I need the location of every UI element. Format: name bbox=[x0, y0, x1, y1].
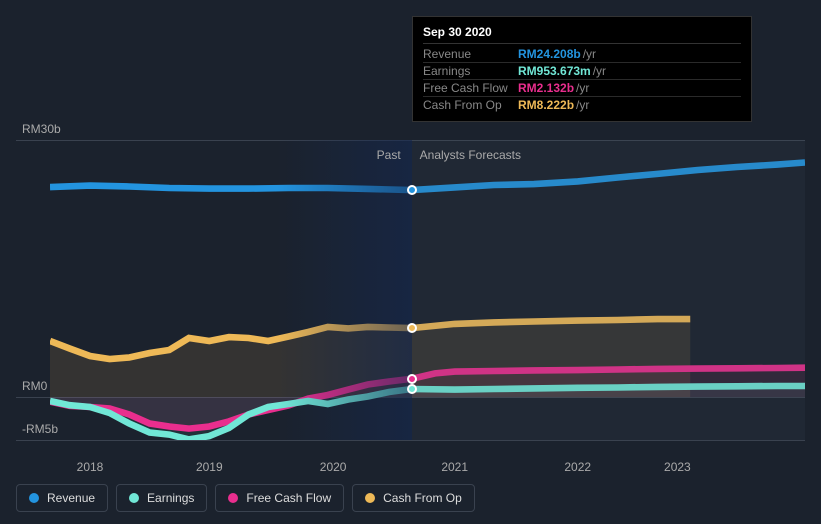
legend-label: Revenue bbox=[47, 491, 95, 505]
tooltip-row-value: RM24.208b bbox=[518, 47, 581, 61]
forecast-region-shade bbox=[412, 140, 805, 440]
tooltip-row-unit: /yr bbox=[576, 98, 589, 112]
chart-tooltip: Sep 30 2020 RevenueRM24.208b/yrEarningsR… bbox=[412, 16, 752, 122]
x-axis-tick-label: 2023 bbox=[664, 460, 691, 474]
y-axis-tick-label: RM0 bbox=[22, 379, 47, 393]
past-label: Past bbox=[377, 148, 401, 162]
x-axis-tick-label: 2021 bbox=[441, 460, 468, 474]
x-axis-tick-label: 2020 bbox=[320, 460, 347, 474]
chart-plot-area: Past Analysts Forecasts bbox=[50, 140, 805, 440]
x-axis-tick-label: 2018 bbox=[77, 460, 104, 474]
series-marker-cashfromop bbox=[407, 323, 417, 333]
tooltip-row: EarningsRM953.673m/yr bbox=[423, 63, 741, 80]
past-region-shade bbox=[277, 140, 412, 440]
tooltip-row-value: RM8.222b bbox=[518, 98, 574, 112]
legend-swatch-revenue bbox=[29, 493, 39, 503]
tooltip-row-label: Earnings bbox=[423, 64, 518, 78]
tooltip-row-label: Cash From Op bbox=[423, 98, 518, 112]
tooltip-row: RevenueRM24.208b/yr bbox=[423, 46, 741, 63]
tooltip-row-value: RM953.673m bbox=[518, 64, 591, 78]
legend-item-revenue[interactable]: Revenue bbox=[16, 484, 108, 512]
legend-swatch-earnings bbox=[129, 493, 139, 503]
tooltip-row-value: RM2.132b bbox=[518, 81, 574, 95]
legend-label: Free Cash Flow bbox=[246, 491, 331, 505]
series-marker-freecashflow bbox=[407, 374, 417, 384]
forecast-label: Analysts Forecasts bbox=[420, 148, 521, 162]
chart-legend: Revenue Earnings Free Cash Flow Cash From O… bbox=[16, 484, 475, 512]
legend-label: Earnings bbox=[147, 491, 194, 505]
tooltip-row-label: Revenue bbox=[423, 47, 518, 61]
series-marker-revenue bbox=[407, 185, 417, 195]
legend-label: Cash From Op bbox=[383, 491, 462, 505]
legend-swatch-freecashflow bbox=[228, 493, 238, 503]
legend-item-earnings[interactable]: Earnings bbox=[116, 484, 207, 512]
x-axis-tick-label: 2022 bbox=[564, 460, 591, 474]
tooltip-row-label: Free Cash Flow bbox=[423, 81, 518, 95]
x-axis-tick-label: 2019 bbox=[196, 460, 223, 474]
tooltip-row: Cash From OpRM8.222b/yr bbox=[423, 97, 741, 113]
tooltip-row-unit: /yr bbox=[583, 47, 596, 61]
tooltip-row-unit: /yr bbox=[576, 81, 589, 95]
tooltip-row-unit: /yr bbox=[593, 64, 606, 78]
tooltip-row: Free Cash FlowRM2.132b/yr bbox=[423, 80, 741, 97]
legend-swatch-cashfromop bbox=[365, 493, 375, 503]
tooltip-date: Sep 30 2020 bbox=[423, 25, 741, 44]
y-axis-tick-label: RM30b bbox=[22, 122, 61, 136]
legend-item-cashfromop[interactable]: Cash From Op bbox=[352, 484, 475, 512]
series-marker-earnings bbox=[407, 384, 417, 394]
legend-item-freecashflow[interactable]: Free Cash Flow bbox=[215, 484, 344, 512]
